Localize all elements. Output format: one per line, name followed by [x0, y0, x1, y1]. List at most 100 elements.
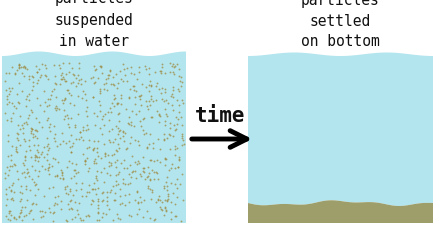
Point — [146, 216, 153, 220]
Point — [110, 198, 117, 202]
Point — [157, 205, 164, 208]
Point — [44, 169, 51, 172]
Point — [148, 116, 155, 119]
Point — [166, 62, 173, 66]
Point — [44, 143, 51, 146]
Point — [178, 219, 184, 223]
Point — [162, 112, 169, 116]
Point — [49, 185, 56, 189]
Point — [158, 92, 164, 95]
Point — [8, 119, 15, 123]
Point — [136, 195, 143, 199]
Point — [14, 151, 21, 154]
Point — [128, 155, 135, 158]
Point — [32, 154, 39, 157]
Point — [23, 68, 30, 72]
Point — [106, 139, 113, 142]
Point — [167, 95, 174, 99]
Point — [144, 175, 151, 178]
Point — [147, 158, 154, 162]
Point — [99, 114, 106, 118]
Point — [14, 138, 21, 142]
Point — [71, 124, 78, 128]
Point — [107, 161, 114, 165]
Point — [31, 143, 38, 147]
Point — [118, 162, 125, 165]
Point — [76, 79, 82, 82]
Point — [175, 103, 182, 107]
Point — [89, 199, 96, 203]
Point — [9, 102, 16, 105]
Point — [178, 85, 184, 89]
Point — [27, 189, 34, 192]
Point — [92, 192, 99, 196]
Point — [16, 81, 23, 85]
Point — [114, 102, 121, 106]
Point — [110, 153, 117, 156]
Point — [174, 196, 181, 199]
Point — [119, 129, 126, 133]
Point — [146, 104, 153, 108]
Point — [106, 191, 113, 194]
Point — [52, 109, 59, 112]
Point — [132, 112, 139, 116]
Point — [169, 191, 176, 195]
Point — [1, 171, 8, 175]
Point — [7, 158, 14, 162]
Point — [31, 159, 38, 162]
Point — [138, 83, 145, 87]
Point — [105, 119, 112, 123]
Point — [40, 155, 47, 159]
Point — [171, 154, 178, 157]
Point — [93, 151, 100, 154]
Point — [82, 214, 89, 218]
Point — [78, 97, 85, 101]
Point — [171, 182, 178, 186]
Point — [100, 124, 107, 127]
Point — [117, 78, 124, 81]
Point — [104, 110, 111, 114]
Point — [129, 170, 136, 173]
Point — [33, 130, 40, 134]
Point — [10, 112, 17, 116]
Point — [20, 138, 27, 142]
Point — [29, 111, 36, 115]
Point — [112, 97, 118, 101]
Point — [180, 143, 187, 146]
Point — [47, 123, 54, 126]
Point — [79, 218, 86, 222]
Point — [76, 201, 83, 205]
Point — [123, 146, 130, 150]
Point — [16, 102, 23, 105]
Point — [34, 175, 41, 178]
Point — [94, 206, 101, 210]
Point — [145, 108, 151, 112]
Point — [168, 162, 175, 166]
Point — [3, 203, 10, 207]
Point — [10, 105, 17, 108]
Point — [15, 178, 22, 181]
Point — [3, 192, 10, 196]
Point — [34, 160, 41, 163]
Point — [3, 72, 10, 76]
Point — [48, 165, 55, 168]
Point — [169, 86, 176, 90]
Point — [51, 210, 58, 214]
Point — [164, 197, 171, 201]
Point — [166, 134, 173, 137]
Point — [143, 104, 150, 108]
Point — [53, 104, 59, 108]
Point — [178, 116, 184, 119]
Point — [164, 192, 171, 196]
Point — [44, 117, 51, 120]
Point — [157, 72, 164, 75]
Point — [125, 96, 132, 99]
Point — [109, 141, 116, 145]
Point — [26, 138, 33, 142]
Point — [49, 90, 56, 93]
Point — [45, 207, 52, 210]
Point — [68, 67, 75, 71]
Point — [103, 203, 110, 207]
Point — [44, 77, 51, 81]
Point — [145, 83, 151, 87]
